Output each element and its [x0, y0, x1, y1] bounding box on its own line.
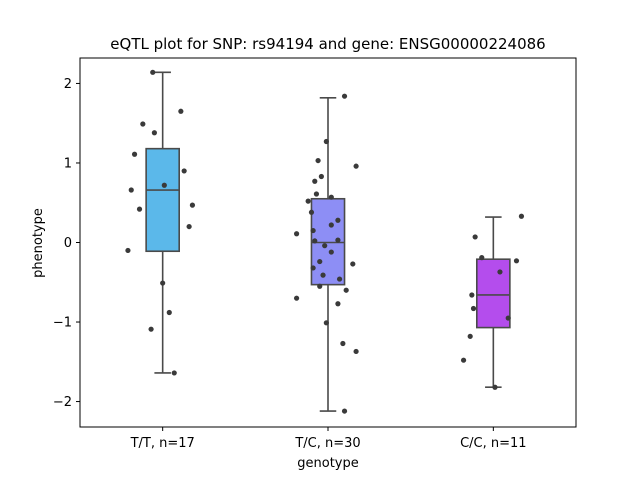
data-point [505, 315, 511, 321]
data-point [160, 280, 166, 286]
box-group [293, 93, 359, 414]
x-tick-label: T/T, n=17 [130, 436, 195, 451]
data-point [136, 206, 143, 212]
y-tick-label: 2 [64, 77, 72, 92]
data-point [315, 157, 321, 164]
data-point [125, 247, 131, 254]
data-point [335, 301, 341, 307]
data-point [305, 198, 311, 204]
data-point [140, 121, 146, 127]
data-point [310, 227, 316, 234]
data-point [323, 320, 329, 326]
data-point [178, 108, 184, 114]
data-point [322, 243, 328, 249]
data-point [341, 408, 348, 414]
chart-title: eQTL plot for SNP: rs94194 and gene: ENS… [110, 35, 545, 53]
data-point [161, 182, 167, 188]
data-point [293, 295, 300, 301]
data-point [181, 168, 187, 174]
data-point [343, 287, 349, 293]
y-tick-label: 1 [64, 156, 72, 171]
axes: T/T, n=17 T/C, n=30 C/C, n=11 −2 −1 0 1 2 [53, 77, 527, 451]
data-point [492, 384, 498, 390]
data-point [340, 340, 346, 347]
x-tick-label: C/C, n=11 [460, 436, 526, 451]
data-point [128, 187, 134, 193]
data-point [469, 292, 475, 298]
data-point [467, 333, 473, 339]
data-point [148, 326, 154, 332]
data-point [460, 357, 467, 363]
data-point [189, 202, 196, 208]
data-point [350, 261, 356, 267]
data-point [310, 265, 316, 271]
data-point [171, 370, 177, 376]
y-tick-label: 0 [64, 236, 72, 251]
data-point [318, 173, 324, 180]
x-tick-label: T/C, n=30 [294, 436, 360, 451]
data-point [186, 223, 192, 230]
data-point [317, 258, 323, 265]
data-point [313, 191, 320, 197]
data-point [166, 309, 172, 316]
box-group [125, 69, 196, 376]
data-point [513, 258, 520, 264]
iqr-box [475, 258, 511, 329]
data-point [336, 276, 343, 282]
box-group [460, 213, 525, 390]
data-point [328, 222, 334, 228]
iqr-box [145, 147, 180, 253]
data-point [323, 138, 329, 145]
y-axis-title: phenotype [31, 208, 46, 278]
data-point [472, 234, 478, 240]
data-point [150, 69, 156, 75]
data-point [479, 255, 485, 261]
x-axis-title: genotype [297, 456, 358, 471]
data-point [341, 93, 348, 99]
y-tick-label: −2 [53, 395, 72, 410]
plot-area [125, 69, 525, 414]
data-point [335, 217, 341, 223]
data-point [312, 178, 318, 184]
data-point [131, 151, 138, 157]
data-point [317, 283, 323, 289]
data-point [353, 348, 359, 355]
data-point [470, 305, 477, 312]
data-point [151, 130, 157, 136]
data-point [328, 249, 334, 255]
data-point [335, 237, 341, 243]
data-point [320, 272, 326, 278]
data-point [497, 269, 503, 275]
data-point [308, 209, 315, 215]
data-point [518, 213, 525, 219]
data-point [353, 163, 359, 169]
data-point [312, 238, 318, 244]
data-point [293, 231, 300, 237]
data-point [328, 194, 334, 200]
y-tick-label: −1 [53, 316, 72, 331]
